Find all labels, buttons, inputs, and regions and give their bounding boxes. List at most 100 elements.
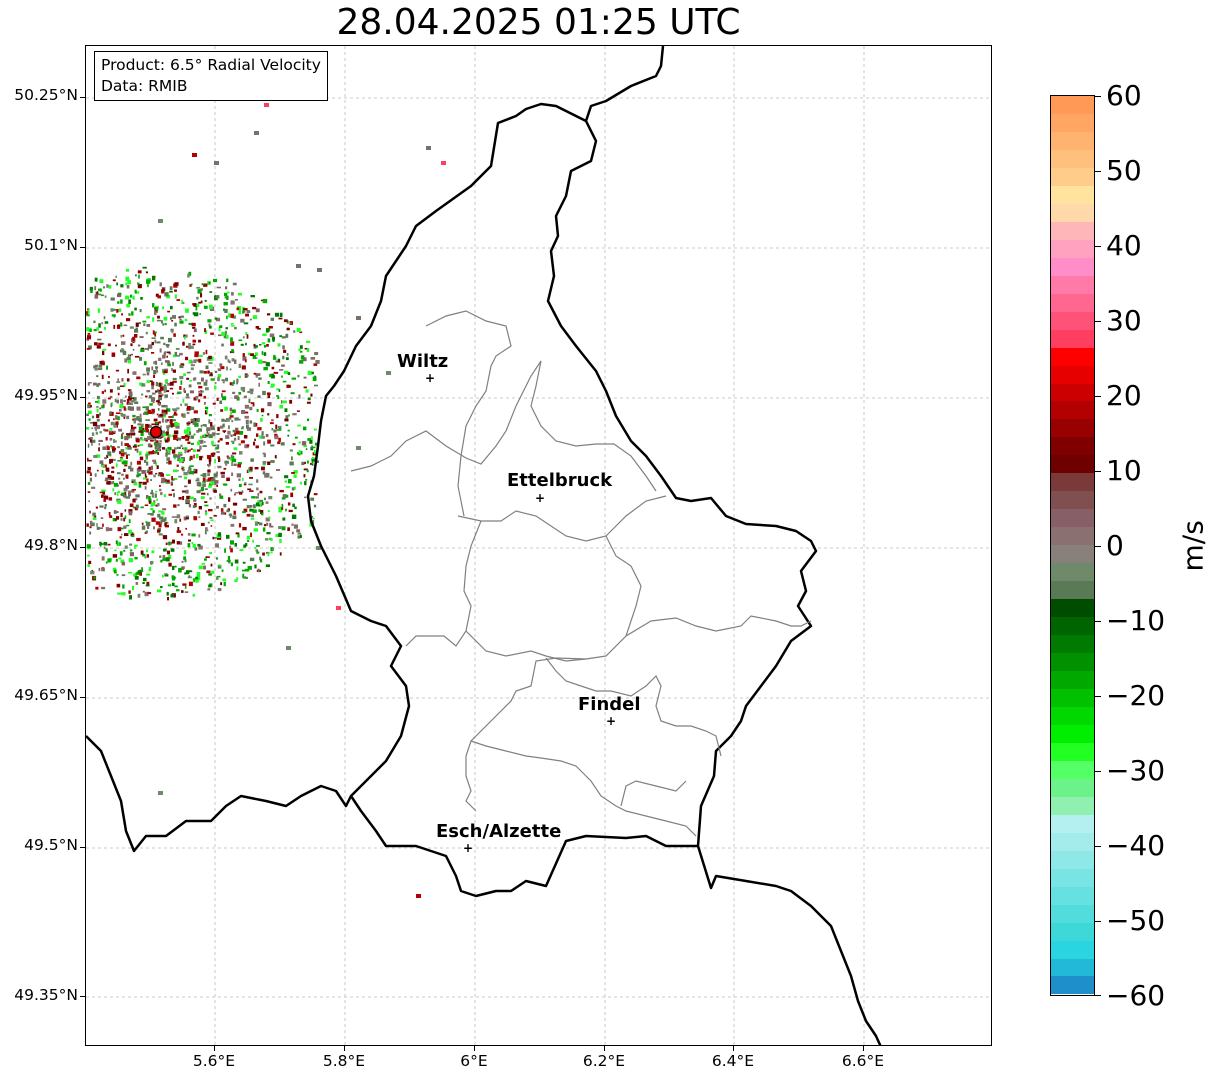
colorbar-segment <box>1051 599 1094 618</box>
radar-echo <box>220 409 224 412</box>
radar-echo <box>244 374 249 377</box>
radar-echo <box>196 296 199 300</box>
radar-echo <box>122 494 127 498</box>
colorbar-segment <box>1051 401 1094 420</box>
radar-echo <box>224 548 226 553</box>
radar-echo <box>145 271 148 274</box>
radar-echo <box>202 481 206 483</box>
radar-echo <box>181 490 187 493</box>
radar-echo <box>285 415 289 419</box>
radar-echo <box>86 347 91 350</box>
radar-echo <box>306 340 311 343</box>
radar-echo <box>109 437 113 441</box>
radar-echo <box>223 467 227 470</box>
radar-echo <box>206 427 211 432</box>
radar-echo <box>212 402 216 405</box>
radar-echo <box>250 458 254 462</box>
radar-echo <box>137 444 140 447</box>
radar-echo <box>117 416 120 421</box>
lon-label: 6.2°E <box>582 1052 626 1070</box>
radar-echo <box>126 356 131 361</box>
radar-echo <box>115 275 117 278</box>
radar-echo <box>120 284 124 288</box>
radar-echo <box>171 478 175 481</box>
radar-echo <box>304 348 308 350</box>
radar-echo <box>292 503 295 507</box>
radar-echo <box>267 395 271 399</box>
radar-echo <box>281 503 284 508</box>
radar-echo <box>132 336 135 341</box>
radar-echo <box>162 574 164 578</box>
radar-echo <box>192 326 196 329</box>
radar-echo <box>129 543 133 546</box>
radar-echo <box>123 477 125 480</box>
radar-echo <box>108 430 114 435</box>
radar-echo <box>177 470 179 472</box>
radar-echo <box>201 492 206 495</box>
colorbar-segment <box>1051 347 1094 366</box>
radar-echo <box>94 342 98 346</box>
radar-echo <box>167 419 169 422</box>
radar-echo <box>201 377 204 382</box>
radar-echo <box>97 382 101 386</box>
radar-echo <box>195 418 200 423</box>
radar-echo <box>197 382 202 385</box>
radar-echo <box>147 347 149 351</box>
radar-echo <box>252 315 258 319</box>
radar-echo <box>188 384 192 388</box>
radar-echo <box>86 314 90 317</box>
radar-echo <box>149 403 153 406</box>
radar-echo <box>240 318 245 323</box>
radar-echo <box>261 414 264 417</box>
radar-echo <box>285 333 289 338</box>
radar-echo <box>178 475 182 478</box>
radar-echo <box>96 345 101 349</box>
radar-echo <box>205 527 208 530</box>
radar-echo <box>255 545 260 547</box>
radar-echo <box>130 461 133 466</box>
radar-echo <box>146 461 149 466</box>
colorbar-segment <box>1051 185 1094 204</box>
radar-echo <box>172 354 177 358</box>
radar-echo <box>265 517 270 522</box>
radar-echo <box>160 559 163 563</box>
radar-map[interactable] <box>85 45 992 1046</box>
radar-echo <box>104 429 109 432</box>
radar-echo <box>299 345 303 349</box>
radar-echo <box>87 564 90 567</box>
radar-echo <box>219 400 222 404</box>
colorbar-tick <box>1095 396 1101 397</box>
radar-echo <box>109 411 112 415</box>
radar-echo <box>144 556 147 559</box>
radar-echo <box>257 328 261 330</box>
radar-echo <box>123 549 126 552</box>
radar-echo <box>148 470 151 472</box>
radar-echo <box>176 530 182 533</box>
radar-echo <box>258 377 262 380</box>
radar-echo <box>158 357 162 361</box>
radar-echo <box>220 425 224 429</box>
radar-echo <box>139 309 142 313</box>
radar-echo <box>278 426 282 431</box>
radar-echo <box>303 376 307 379</box>
radar-echo <box>130 343 133 347</box>
radar-echo <box>223 431 226 433</box>
radar-echo <box>204 328 206 332</box>
radar-echo <box>234 492 239 494</box>
radar-echo <box>104 506 107 510</box>
radar-echo <box>226 455 229 458</box>
radar-echo <box>190 448 193 450</box>
radar-echo <box>210 453 216 456</box>
radar-echo <box>274 455 277 459</box>
radar-echo <box>204 330 207 334</box>
radar-echo <box>92 512 96 517</box>
radar-echo <box>264 497 266 501</box>
radar-echo <box>190 364 195 367</box>
radar-echo <box>282 355 285 360</box>
radar-echo <box>185 527 188 530</box>
radar-echo <box>120 451 124 453</box>
radar-echo <box>106 481 109 485</box>
radar-echo <box>250 532 252 538</box>
radar-echo <box>88 437 91 440</box>
radar-echo <box>103 498 106 502</box>
